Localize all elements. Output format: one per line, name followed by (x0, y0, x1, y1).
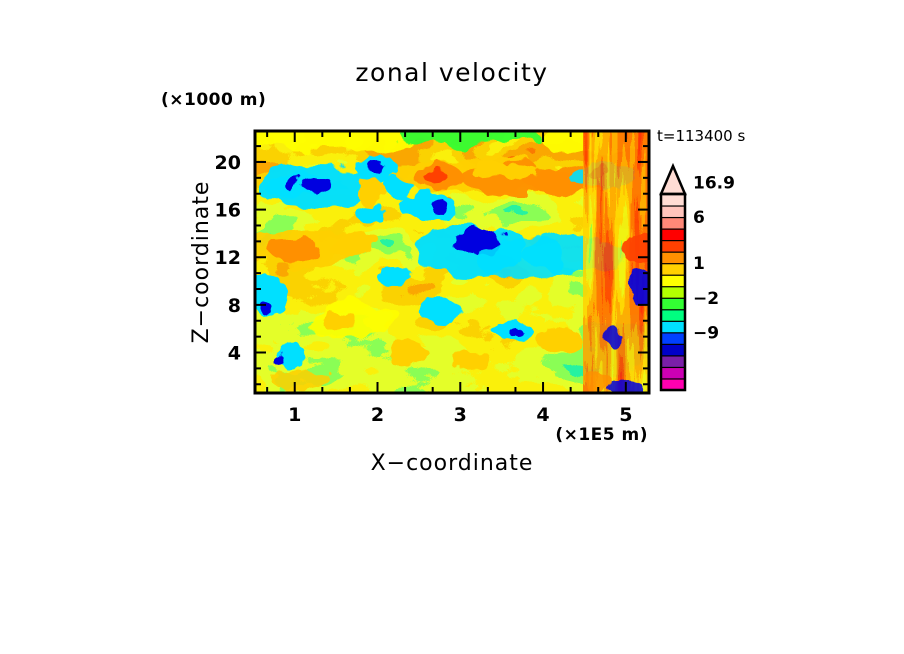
colorbar-band (660, 308, 686, 322)
colorbar-bands (660, 193, 686, 392)
feature-right-edge-striations (583, 131, 649, 393)
colorbar-band (660, 193, 686, 207)
tick-label: 1 (693, 254, 705, 274)
y-axis-title: Z−coordinate (189, 181, 214, 344)
colorbar-band (660, 354, 686, 369)
tick-label: 4 (228, 343, 241, 365)
x-axis-title: X−coordinate (371, 451, 534, 476)
colorbar-band (660, 239, 686, 253)
x-axis-unit: (×1E5 m) (555, 425, 648, 445)
timestamp-label: t=113400 s (657, 127, 745, 145)
tick-label: −9 (693, 323, 719, 343)
tick-label: 16.9 (693, 173, 735, 193)
feature-lower-cyan-cells (381, 267, 535, 342)
y-axis-unit: (×1000 m) (161, 90, 266, 110)
feature-upper-left-cyan-cell (256, 165, 380, 209)
colorbar[interactable]: 16.9 6 1 −2 −9 (659, 162, 735, 392)
colorbar-band (660, 216, 686, 230)
tick-label: 5 (619, 404, 632, 426)
tick-label: 3 (454, 404, 467, 426)
plot-title: zonal velocity (355, 58, 548, 87)
y-axis-ticks (255, 145, 649, 386)
x-tick-labels: 1 2 3 4 5 (288, 404, 632, 426)
y-tick-labels: 4 8 12 16 20 (215, 152, 241, 365)
colorbar-band (660, 377, 686, 392)
colorbar-band (660, 366, 686, 380)
colorbar-top-arrow-icon (659, 162, 687, 196)
colorbar-labels: 16.9 6 1 −2 −9 (693, 173, 735, 343)
plot-frame (253, 129, 651, 395)
colorbar-band (660, 251, 686, 265)
colorbar-frame (659, 192, 687, 392)
colorbar-band (660, 331, 686, 345)
tick-label: 16 (215, 200, 241, 222)
colorbar-band (660, 274, 686, 288)
tick-label: 4 (536, 404, 549, 426)
colorbar-band (660, 227, 686, 242)
feature-lower-yellow-patches (270, 302, 582, 392)
colorbar-band (660, 204, 686, 219)
feature-left-orange-patch (255, 228, 375, 268)
tick-label: 2 (371, 404, 384, 426)
tick-label: −2 (693, 289, 719, 309)
tick-label: 12 (215, 247, 241, 269)
feature-mid-left-cyan (255, 273, 304, 366)
tick-label: 1 (288, 404, 301, 426)
contour-plot-area (253, 129, 651, 395)
colorbar-band (660, 297, 686, 311)
colorbar-band (660, 320, 686, 334)
colorbar-band (660, 343, 686, 357)
feature-mid-upper-cells (354, 156, 416, 222)
colorbar-band (660, 262, 686, 276)
feature-red-jet-core (423, 169, 447, 183)
x-axis-ticks (266, 131, 627, 393)
colorbar-band (660, 285, 686, 299)
tick-label: 8 (228, 295, 241, 317)
tick-label: 6 (693, 208, 705, 228)
tick-label: 20 (215, 152, 241, 174)
